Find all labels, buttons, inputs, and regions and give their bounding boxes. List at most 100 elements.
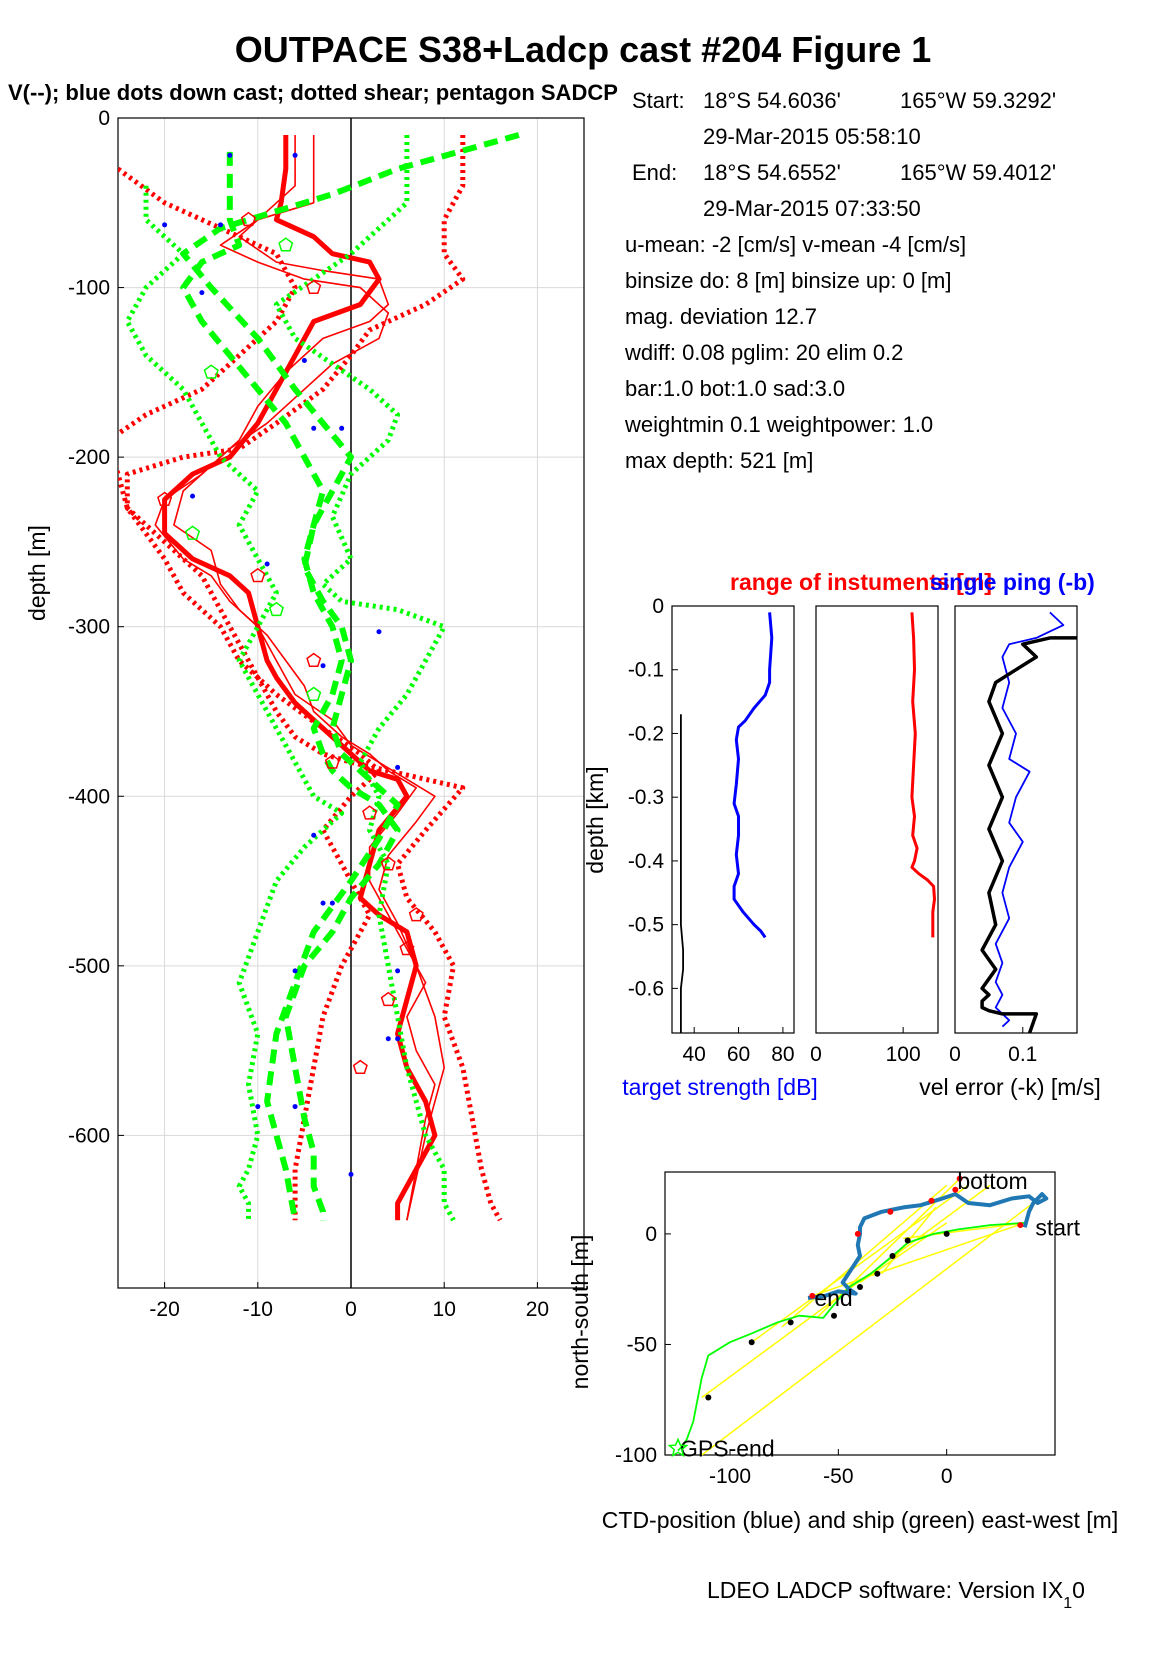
sadcp-pentagon bbox=[380, 856, 396, 871]
ship-ctd-link bbox=[859, 1222, 948, 1284]
y-tick-label: -0.5 bbox=[628, 914, 664, 937]
profile-series-1 bbox=[173, 135, 436, 1221]
sadcp-pentagon bbox=[399, 940, 415, 956]
black-marker bbox=[943, 1230, 950, 1237]
x-tick-label: 10 bbox=[433, 1298, 456, 1321]
downcast-dot bbox=[311, 425, 317, 431]
position-x-label: CTD-position (blue) and ship (green) eas… bbox=[602, 1507, 1118, 1533]
ship-ctd-link bbox=[812, 1222, 1025, 1297]
sadcp-pentagon bbox=[306, 652, 322, 668]
info-line: max depth: 521 [m] bbox=[625, 448, 813, 473]
y-tick-label: 0 bbox=[652, 595, 664, 618]
ship-ctd-link bbox=[903, 1222, 1025, 1240]
position-panel: -100 -50 0 0 -50 -100 bottom start end GPS-end CTD… bbox=[567, 1168, 1118, 1533]
black-marker bbox=[889, 1253, 896, 1260]
info-time: 29-Mar-2015 07:33:50 bbox=[703, 196, 921, 221]
black-marker bbox=[748, 1339, 755, 1346]
axes-frame bbox=[664, 1171, 1056, 1456]
red-marker bbox=[1017, 1222, 1024, 1229]
x-tick-label: 20 bbox=[526, 1298, 549, 1321]
x-tick-label: 40 bbox=[683, 1043, 706, 1066]
instrument-range-title: range of instuments [m] bbox=[730, 569, 992, 595]
y-tick-label: -300 bbox=[68, 616, 110, 639]
y-tick-label: 0 bbox=[98, 107, 110, 130]
p-range-series-0 bbox=[910, 612, 936, 938]
sadcp-pentagon bbox=[306, 279, 322, 294]
sadcp-pentagon bbox=[306, 686, 322, 701]
x-tick-label: 100 bbox=[886, 1043, 921, 1066]
y-tick-label: -0.2 bbox=[628, 722, 664, 745]
y-tick-label: -100 bbox=[615, 1444, 657, 1467]
position-label: GPS-end bbox=[680, 1435, 775, 1461]
clipped-series bbox=[680, 612, 774, 1033]
red-marker bbox=[952, 1186, 959, 1193]
info-lon: 165°W 59.3292' bbox=[900, 88, 1056, 113]
info-label: Start: bbox=[632, 88, 685, 113]
axes-frame bbox=[815, 605, 939, 1034]
black-marker bbox=[874, 1270, 881, 1277]
downcast-dot bbox=[264, 561, 270, 567]
vel-error-panel: 0 0.1 vel error (-k) [m/s] bbox=[919, 605, 1101, 1100]
sadcp-pentagon bbox=[157, 491, 173, 506]
info-line: bar:1.0 bot:1.0 sad:3.0 bbox=[625, 376, 845, 401]
figure-subtitle: V(--); blue dots down cast; dotted shear… bbox=[8, 80, 618, 105]
x-tick-label: 0.1 bbox=[1008, 1043, 1037, 1066]
profile-series-4 bbox=[118, 166, 382, 1221]
sadcp-pentagon bbox=[240, 211, 256, 227]
figure-title: OUTPACE S38+Ladcp cast #204 Figure 1 bbox=[235, 29, 932, 70]
downcast-dot bbox=[320, 900, 326, 906]
downcast-dot bbox=[292, 1104, 298, 1110]
info-line: weightmin 0.1 weightpower: 1.0 bbox=[624, 412, 933, 437]
x-tick-label: 0 bbox=[949, 1043, 961, 1066]
gps-end-star bbox=[667, 1437, 689, 1458]
y-tick-label: 0 bbox=[645, 1223, 657, 1246]
info-line: mag. deviation 12.7 bbox=[625, 304, 817, 329]
profile-series-6 bbox=[180, 132, 520, 1221]
downcast-dot bbox=[255, 1104, 261, 1110]
downcast-dot bbox=[320, 663, 326, 669]
downcast-dot bbox=[395, 1036, 401, 1042]
x-tick-label: 0 bbox=[941, 1465, 953, 1488]
info-line: binsize do: 8 [m] binsize up: 0 [m] bbox=[625, 268, 952, 293]
profile-series-2 bbox=[154, 135, 446, 1221]
position-label: start bbox=[1035, 1214, 1080, 1240]
p-err-series-1 bbox=[980, 636, 1077, 1033]
black-marker bbox=[904, 1237, 911, 1244]
downcast-dot bbox=[329, 900, 335, 906]
profile-series-8 bbox=[124, 185, 345, 1221]
y-tick-label: -600 bbox=[68, 1124, 110, 1147]
x-tick-label: 80 bbox=[771, 1043, 794, 1066]
clipped-series bbox=[910, 612, 936, 938]
black-marker bbox=[787, 1319, 794, 1326]
sadcp-pentagon bbox=[324, 754, 340, 769]
range-panel: 0 100 bbox=[810, 605, 939, 1066]
x-tick-label: -20 bbox=[149, 1298, 179, 1321]
velocity-profile-panel: -20 -10 0 10 200-100-200-300-400-500-600dept… bbox=[24, 107, 585, 1321]
downcast-dot bbox=[292, 152, 298, 158]
sadcp-pentagon bbox=[278, 237, 294, 252]
y-tick-label: -0.3 bbox=[628, 786, 664, 809]
profile-series-5 bbox=[180, 151, 401, 1221]
clipped-series bbox=[980, 611, 1077, 1033]
downcast-dot bbox=[385, 1036, 391, 1042]
info-lat: 18°S 54.6552' bbox=[703, 160, 841, 185]
cast-info-block: Start: 18°S 54.6036' 165°W 59.3292' 29-Mar-… bbox=[624, 88, 1056, 473]
info-line: u-mean: -2 [cm/s] v-mean -4 [cm/s] bbox=[625, 232, 966, 257]
x-tick-label: 60 bbox=[727, 1043, 750, 1066]
red-marker bbox=[809, 1292, 816, 1299]
profile-series-0 bbox=[162, 135, 438, 1221]
x-tick-label: -10 bbox=[243, 1298, 273, 1321]
ship-ctd-link bbox=[701, 1195, 1043, 1456]
sadcp-pentagon bbox=[380, 991, 396, 1007]
x-tick-label: 0 bbox=[345, 1298, 357, 1321]
downcast-dot bbox=[395, 968, 401, 974]
y-tick-label: -100 bbox=[68, 277, 110, 300]
downcast-dot bbox=[395, 764, 401, 770]
downcast-dot bbox=[218, 222, 224, 228]
info-time: 29-Mar-2015 05:58:10 bbox=[703, 124, 921, 149]
target-strength-label: target strength [dB] bbox=[622, 1074, 818, 1100]
sadcp-pentagon bbox=[203, 364, 219, 379]
p-err-series-0 bbox=[994, 611, 1065, 1028]
position-y-label: north-south [m] bbox=[567, 1235, 593, 1390]
